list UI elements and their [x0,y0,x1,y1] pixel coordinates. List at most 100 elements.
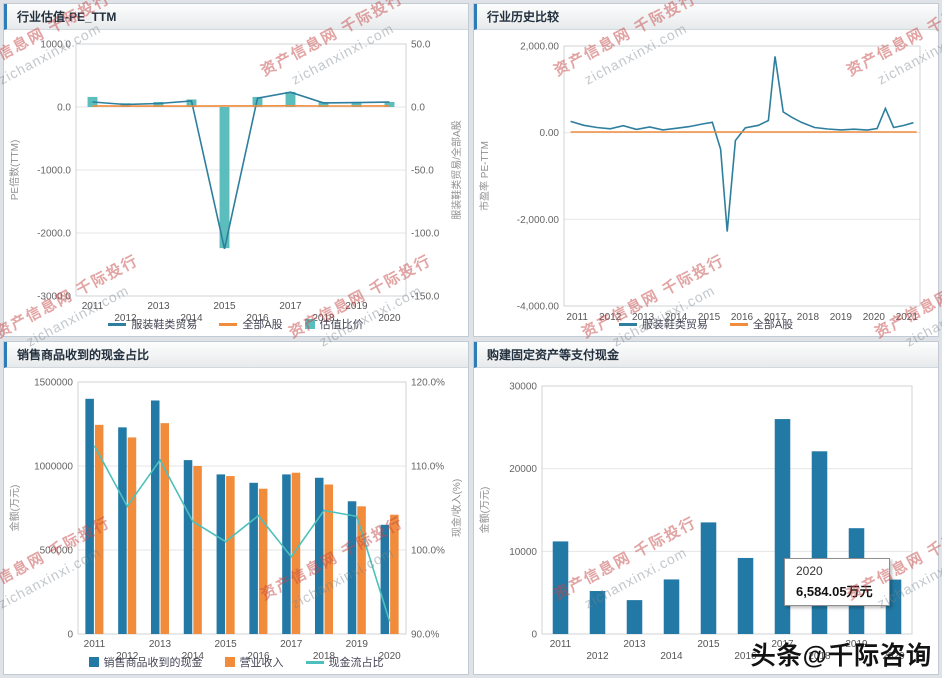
svg-text:10000: 10000 [509,547,537,558]
svg-text:-3000.0: -3000.0 [37,292,71,303]
legend-label: 估值比价 [319,319,364,331]
svg-text:-50.0: -50.0 [411,166,434,177]
svg-text:2016: 2016 [246,313,269,324]
legend-industry-valuation: 服装鞋类贸易 全部A股 估值比价 [6,312,466,336]
svg-text:2018: 2018 [797,312,820,323]
line-swatch-icon [305,660,324,664]
legend-industry-history: 服装鞋类贸易 全部A股 [476,312,936,336]
svg-text:2012: 2012 [116,651,139,662]
legend-item[interactable]: 全部A股 [219,316,283,332]
chart-industry-valuation[interactable]: 1000.0 0.0 -1000.0 -2000.0 -3000.0 50.0 0.0 -50… [6,32,466,325]
svg-text:-1000.0: -1000.0 [37,166,71,177]
svg-text:服装鞋类贸易/全部A股: 服装鞋类贸易/全部A股 [450,120,463,219]
svg-text:2019: 2019 [830,312,853,323]
svg-text:1000000: 1000000 [34,462,73,473]
svg-text:2011: 2011 [550,639,572,650]
panel-industry-valuation: 行业估值-PE_TTM 1000.0 0.0 -1000.0 -2000.0 -3000… [3,3,469,337]
svg-text:2014: 2014 [665,312,688,323]
svg-text:2015: 2015 [697,639,720,650]
svg-text:2014: 2014 [180,313,203,324]
chart-wrap: 2,000.00 0.00 -2,000.00 -4,000.00 2011 2012 20… [474,30,938,336]
line-swatch-icon [108,322,127,326]
svg-text:0.0: 0.0 [57,103,71,114]
svg-text:2017: 2017 [280,639,303,650]
svg-text:金额(万元): 金额(万元) [478,487,491,534]
panel-title-industry-history: 行业历史比较 [474,4,938,30]
legend-label: 全部A股 [242,319,283,331]
svg-text:500000: 500000 [40,546,74,557]
svg-text:2011: 2011 [566,312,588,323]
svg-text:0.00: 0.00 [540,128,560,139]
svg-text:2012: 2012 [586,651,609,662]
panel-title-industry-valuation: 行业估值-PE_TTM [4,4,468,30]
svg-text:2020: 2020 [378,651,401,662]
legend-label: 全部A股 [752,319,794,331]
svg-text:2018: 2018 [312,313,335,324]
svg-text:2,000.00: 2,000.00 [520,42,559,53]
chart-industry-history[interactable]: 2,000.00 0.00 -2,000.00 -4,000.00 2011 2012 20… [476,32,936,323]
svg-text:-2000.0: -2000.0 [37,229,71,240]
line-swatch-icon [219,322,238,326]
svg-text:2018: 2018 [808,651,831,662]
byline-watermark: 头条@千际咨询 [750,642,932,670]
svg-text:2018: 2018 [313,651,336,662]
legend-label: 销售商品收到的现金 [103,657,203,669]
tooltip-value: 6,584.05万元 [796,584,873,599]
svg-text:2016: 2016 [247,651,270,662]
svg-text:50.0: 50.0 [411,40,431,51]
chart-tooltip: 2020 6,584.05万元 [784,558,890,606]
legend-label: 服装鞋类贸易 [131,319,198,331]
svg-text:2019: 2019 [845,639,868,650]
svg-text:2019: 2019 [346,639,369,650]
tooltip-year: 2020 [796,564,823,578]
panel-industry-history: 行业历史比较 2,000.00 0.00 -2,000.00 -4,000.00 201… [473,3,939,337]
legend-item[interactable]: 销售商品收到的现金 [88,654,203,670]
panel-fixed-asset-cash: 购建固定资产等支付现金 30000 20000 10000 0 2011 2012 2013… [473,341,939,675]
svg-text:100.0%: 100.0% [411,546,445,557]
bar-swatch-icon [224,657,235,667]
legend-label: 营业收入 [239,657,284,669]
svg-text:2011: 2011 [82,301,104,312]
svg-text:市盈率 PE-TTM: 市盈率 PE-TTM [478,141,491,211]
svg-text:120.0%: 120.0% [411,378,445,389]
svg-text:2019: 2019 [345,301,368,312]
legend-item[interactable]: 估值比价 [304,316,364,332]
chart-sales-cash-ratio[interactable]: 1500000 1000000 500000 0 120.0% 110.0% 100.0% 9… [6,370,466,663]
svg-text:2014: 2014 [182,651,205,662]
line-swatch-icon [618,322,637,326]
svg-text:-2,000.00: -2,000.00 [517,215,560,226]
svg-text:金额(万元): 金额(万元) [8,485,21,532]
svg-text:2013: 2013 [149,639,172,650]
svg-text:2016: 2016 [731,312,754,323]
legend-label: 服装鞋类贸易 [641,319,708,331]
svg-text:2012: 2012 [599,312,622,323]
svg-text:0: 0 [67,630,73,641]
svg-text:2020: 2020 [863,312,886,323]
svg-text:90.0%: 90.0% [411,630,439,641]
legend-item[interactable]: 服装鞋类贸易 [108,316,197,332]
svg-text:2013: 2013 [632,312,655,323]
svg-text:2014: 2014 [660,651,683,662]
legend-item[interactable]: 营业收入 [224,654,284,670]
svg-text:20000: 20000 [509,464,537,475]
legend-item[interactable]: 服装鞋类贸易 [618,316,708,332]
legend-sales-cash-ratio: 销售商品收到的现金 营业收入 现金流占比 [6,650,466,674]
svg-text:-4,000.00: -4,000.00 [517,302,560,313]
legend-item[interactable]: 全部A股 [729,316,794,332]
svg-text:30000: 30000 [509,382,537,393]
svg-text:2020: 2020 [378,313,401,324]
svg-text:2015: 2015 [698,312,721,323]
svg-text:-100.0: -100.0 [411,229,440,240]
svg-text:2012: 2012 [114,313,137,324]
chart-wrap: 30000 20000 10000 0 2011 2012 2013 2014 2015 2016… [474,368,938,674]
svg-text:2017: 2017 [771,639,794,650]
svg-text:2017: 2017 [764,312,787,323]
panel-sales-cash-ratio: 销售商品收到的现金占比 1500000 1000000 500000 0 120.0% 1… [3,341,469,675]
svg-text:2015: 2015 [213,301,236,312]
chart-wrap: 1000.0 0.0 -1000.0 -2000.0 -3000.0 50.0 0.0 -50… [4,30,468,336]
chart-fixed-asset-cash[interactable]: 30000 20000 10000 0 2011 2012 2013 2014 2015 2016… [476,370,936,674]
svg-text:1500000: 1500000 [34,378,73,389]
legend-item[interactable]: 现金流占比 [305,654,384,670]
